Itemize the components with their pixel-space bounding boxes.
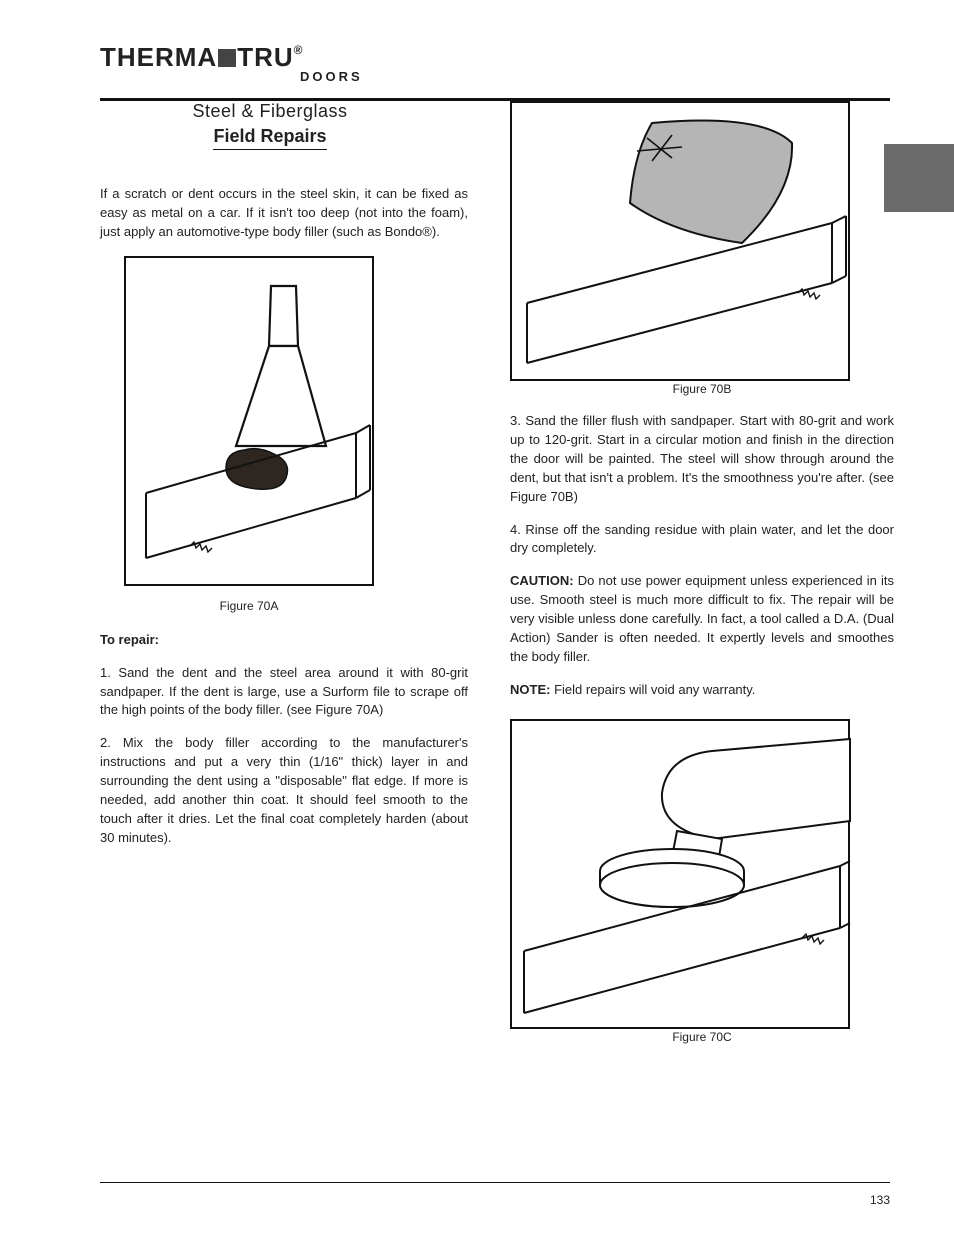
caution-label: CAUTION: — [510, 573, 574, 588]
page-number: 133 — [870, 1193, 890, 1207]
section-heading: Steel & Fiberglass Field Repairs — [100, 101, 440, 150]
step-2: 2. Mix the body filler according to the … — [100, 734, 468, 847]
step-4: 4. Rinse off the sanding residue with pl… — [510, 521, 894, 559]
logo-left: THERMA — [100, 42, 217, 72]
note-text: Field repairs will void any warranty. — [554, 682, 755, 697]
page-header: THERMA TRU® DOORS — [0, 0, 954, 94]
footer-rule — [100, 1182, 890, 1184]
brand-logo: THERMA TRU® — [100, 42, 304, 73]
logo-right: TRU — [237, 42, 293, 72]
logo-registered: ® — [294, 43, 304, 57]
section-title: Field Repairs — [213, 122, 326, 150]
repair-intro-label: To repair: — [100, 632, 159, 647]
left-column: If a scratch or dent occurs in the steel… — [100, 185, 468, 861]
figure-70c-label: Figure 70C — [510, 1029, 894, 1046]
note-label: NOTE: — [510, 682, 550, 697]
right-column: Figure 70B 3. Sand the filler flush with… — [510, 101, 894, 1047]
section-label: Steel & Fiberglass — [100, 101, 440, 122]
thumb-tab — [884, 144, 954, 212]
figure-70a — [124, 256, 374, 586]
logo-subtext: DOORS — [300, 69, 890, 84]
logo-square-icon — [218, 49, 236, 67]
figure-70b-label: Figure 70B — [510, 381, 894, 398]
figure-70c — [510, 719, 850, 1029]
step-3: 3. Sand the filler flush with sandpaper.… — [510, 412, 894, 506]
step-1: 1. Sand the dent and the steel area arou… — [100, 664, 468, 721]
figure-70a-label: Figure 70A — [124, 598, 374, 615]
left-paragraph-intro: If a scratch or dent occurs in the steel… — [100, 185, 468, 242]
figure-70b — [510, 101, 850, 381]
